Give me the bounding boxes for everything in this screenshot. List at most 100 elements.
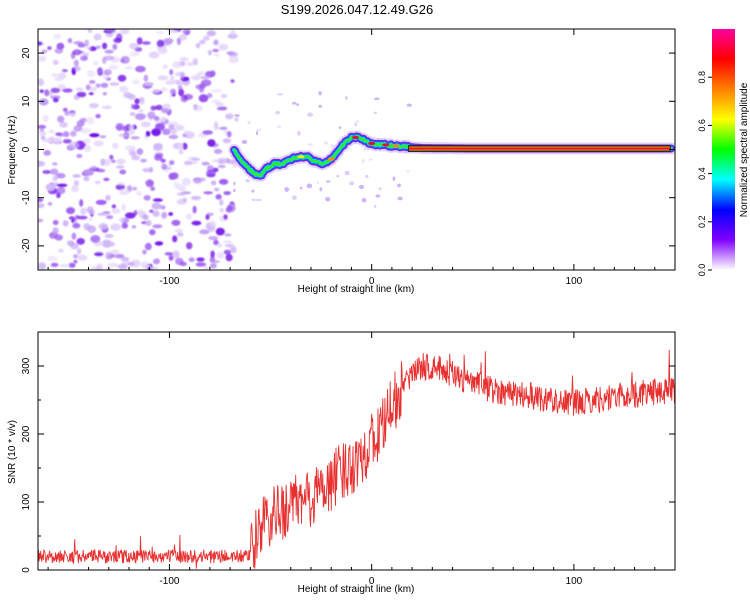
noise-blob — [211, 159, 220, 163]
noise-blob — [114, 254, 125, 259]
noise-blob — [93, 33, 102, 41]
noise-blob — [225, 113, 234, 120]
noise-blob — [105, 241, 116, 247]
noise-blob — [103, 158, 111, 166]
noise-blob — [88, 103, 99, 109]
noise-blob — [141, 264, 151, 269]
noise-blob — [217, 157, 228, 164]
noise-blob — [132, 186, 137, 191]
noise-blob — [136, 190, 142, 196]
noise-blob — [75, 87, 84, 92]
noise-blob — [162, 128, 171, 135]
noise-blob — [218, 43, 229, 51]
noise-blob — [43, 150, 52, 156]
noise-blob — [161, 108, 170, 114]
noise-blob — [172, 250, 180, 259]
noise-blob — [88, 217, 93, 222]
noise-blob — [51, 162, 58, 166]
noise-blob — [112, 43, 118, 51]
noise-blob — [230, 246, 237, 254]
noise-blob — [56, 192, 61, 199]
spectrogram-x-tick-label: 0 — [369, 276, 375, 287]
sparse-point — [349, 181, 355, 186]
noise-blob — [168, 255, 174, 261]
noise-blob — [72, 49, 82, 56]
noise-blob — [206, 93, 213, 99]
noise-blob — [110, 159, 116, 164]
noise-blob — [84, 144, 92, 153]
noise-blob — [178, 88, 185, 97]
noise-blob — [157, 75, 169, 81]
noise-blob — [163, 38, 174, 44]
spectrogram-y-label: Frequency (Hz) — [7, 116, 18, 185]
noise-blob — [164, 252, 174, 256]
noise-blob — [88, 29, 92, 34]
sparse-point — [233, 181, 236, 186]
sparse-point — [374, 97, 380, 101]
noise-blob — [154, 241, 164, 246]
noise-blob — [165, 80, 176, 85]
noise-blob — [175, 124, 185, 131]
noise-blob — [213, 148, 223, 155]
sparse-point — [297, 130, 301, 136]
sparse-point — [397, 196, 403, 201]
sparse-point — [361, 197, 367, 203]
noise-blob — [170, 172, 179, 180]
noise-blob — [168, 212, 174, 216]
sparse-point — [368, 158, 373, 161]
chart-title: S199.2026.047.12.49.G26 — [281, 2, 434, 17]
noise-blob — [135, 65, 146, 73]
noise-blob — [190, 75, 198, 80]
noise-blob — [52, 97, 59, 103]
noise-blob — [220, 93, 228, 99]
snr-y-tick-label: 200 — [21, 425, 32, 442]
noise-blob — [80, 55, 88, 61]
noise-blob — [156, 39, 165, 48]
noise-blob — [155, 104, 164, 111]
noise-blob — [111, 208, 121, 214]
noise-blob — [125, 212, 136, 219]
noise-blob — [209, 263, 217, 269]
noise-blob — [110, 223, 122, 231]
noise-blob — [124, 66, 133, 70]
noise-blob — [105, 29, 116, 33]
noise-blob — [53, 33, 62, 40]
noise-blob — [104, 233, 114, 239]
noise-blob — [118, 189, 130, 196]
track-hotspot — [382, 143, 390, 147]
noise-blob — [223, 214, 228, 220]
noise-blob — [224, 233, 232, 237]
noise-blob — [171, 219, 181, 226]
noise-blob — [207, 225, 216, 233]
noise-blob — [219, 199, 224, 206]
noise-blob — [77, 43, 86, 48]
noise-blob — [161, 163, 168, 170]
noise-blob — [89, 164, 98, 170]
noise-blob — [83, 138, 91, 145]
noise-blob — [168, 124, 175, 131]
noise-blob — [39, 89, 44, 93]
snr-y-tick-label: 100 — [21, 493, 32, 510]
noise-blob — [225, 253, 233, 262]
sparse-point — [256, 129, 262, 131]
noise-blob — [179, 149, 184, 155]
sparse-point — [276, 125, 282, 128]
sparse-point — [245, 179, 250, 183]
sparse-point — [336, 175, 339, 178]
noise-blob — [143, 195, 151, 201]
noise-blob — [145, 220, 152, 227]
noise-blob — [163, 168, 170, 173]
noise-blob — [52, 227, 59, 235]
noise-blob — [154, 154, 163, 161]
noise-blob — [62, 131, 70, 138]
noise-blob — [131, 79, 140, 85]
noise-blob — [93, 252, 104, 256]
sparse-point — [251, 198, 256, 202]
noise-blob — [203, 35, 210, 41]
noise-blob — [76, 91, 87, 98]
snr-x-tick-label: 100 — [566, 576, 583, 587]
noise-blob — [47, 255, 58, 262]
noise-blob — [206, 169, 216, 177]
noise-blob — [172, 61, 183, 69]
